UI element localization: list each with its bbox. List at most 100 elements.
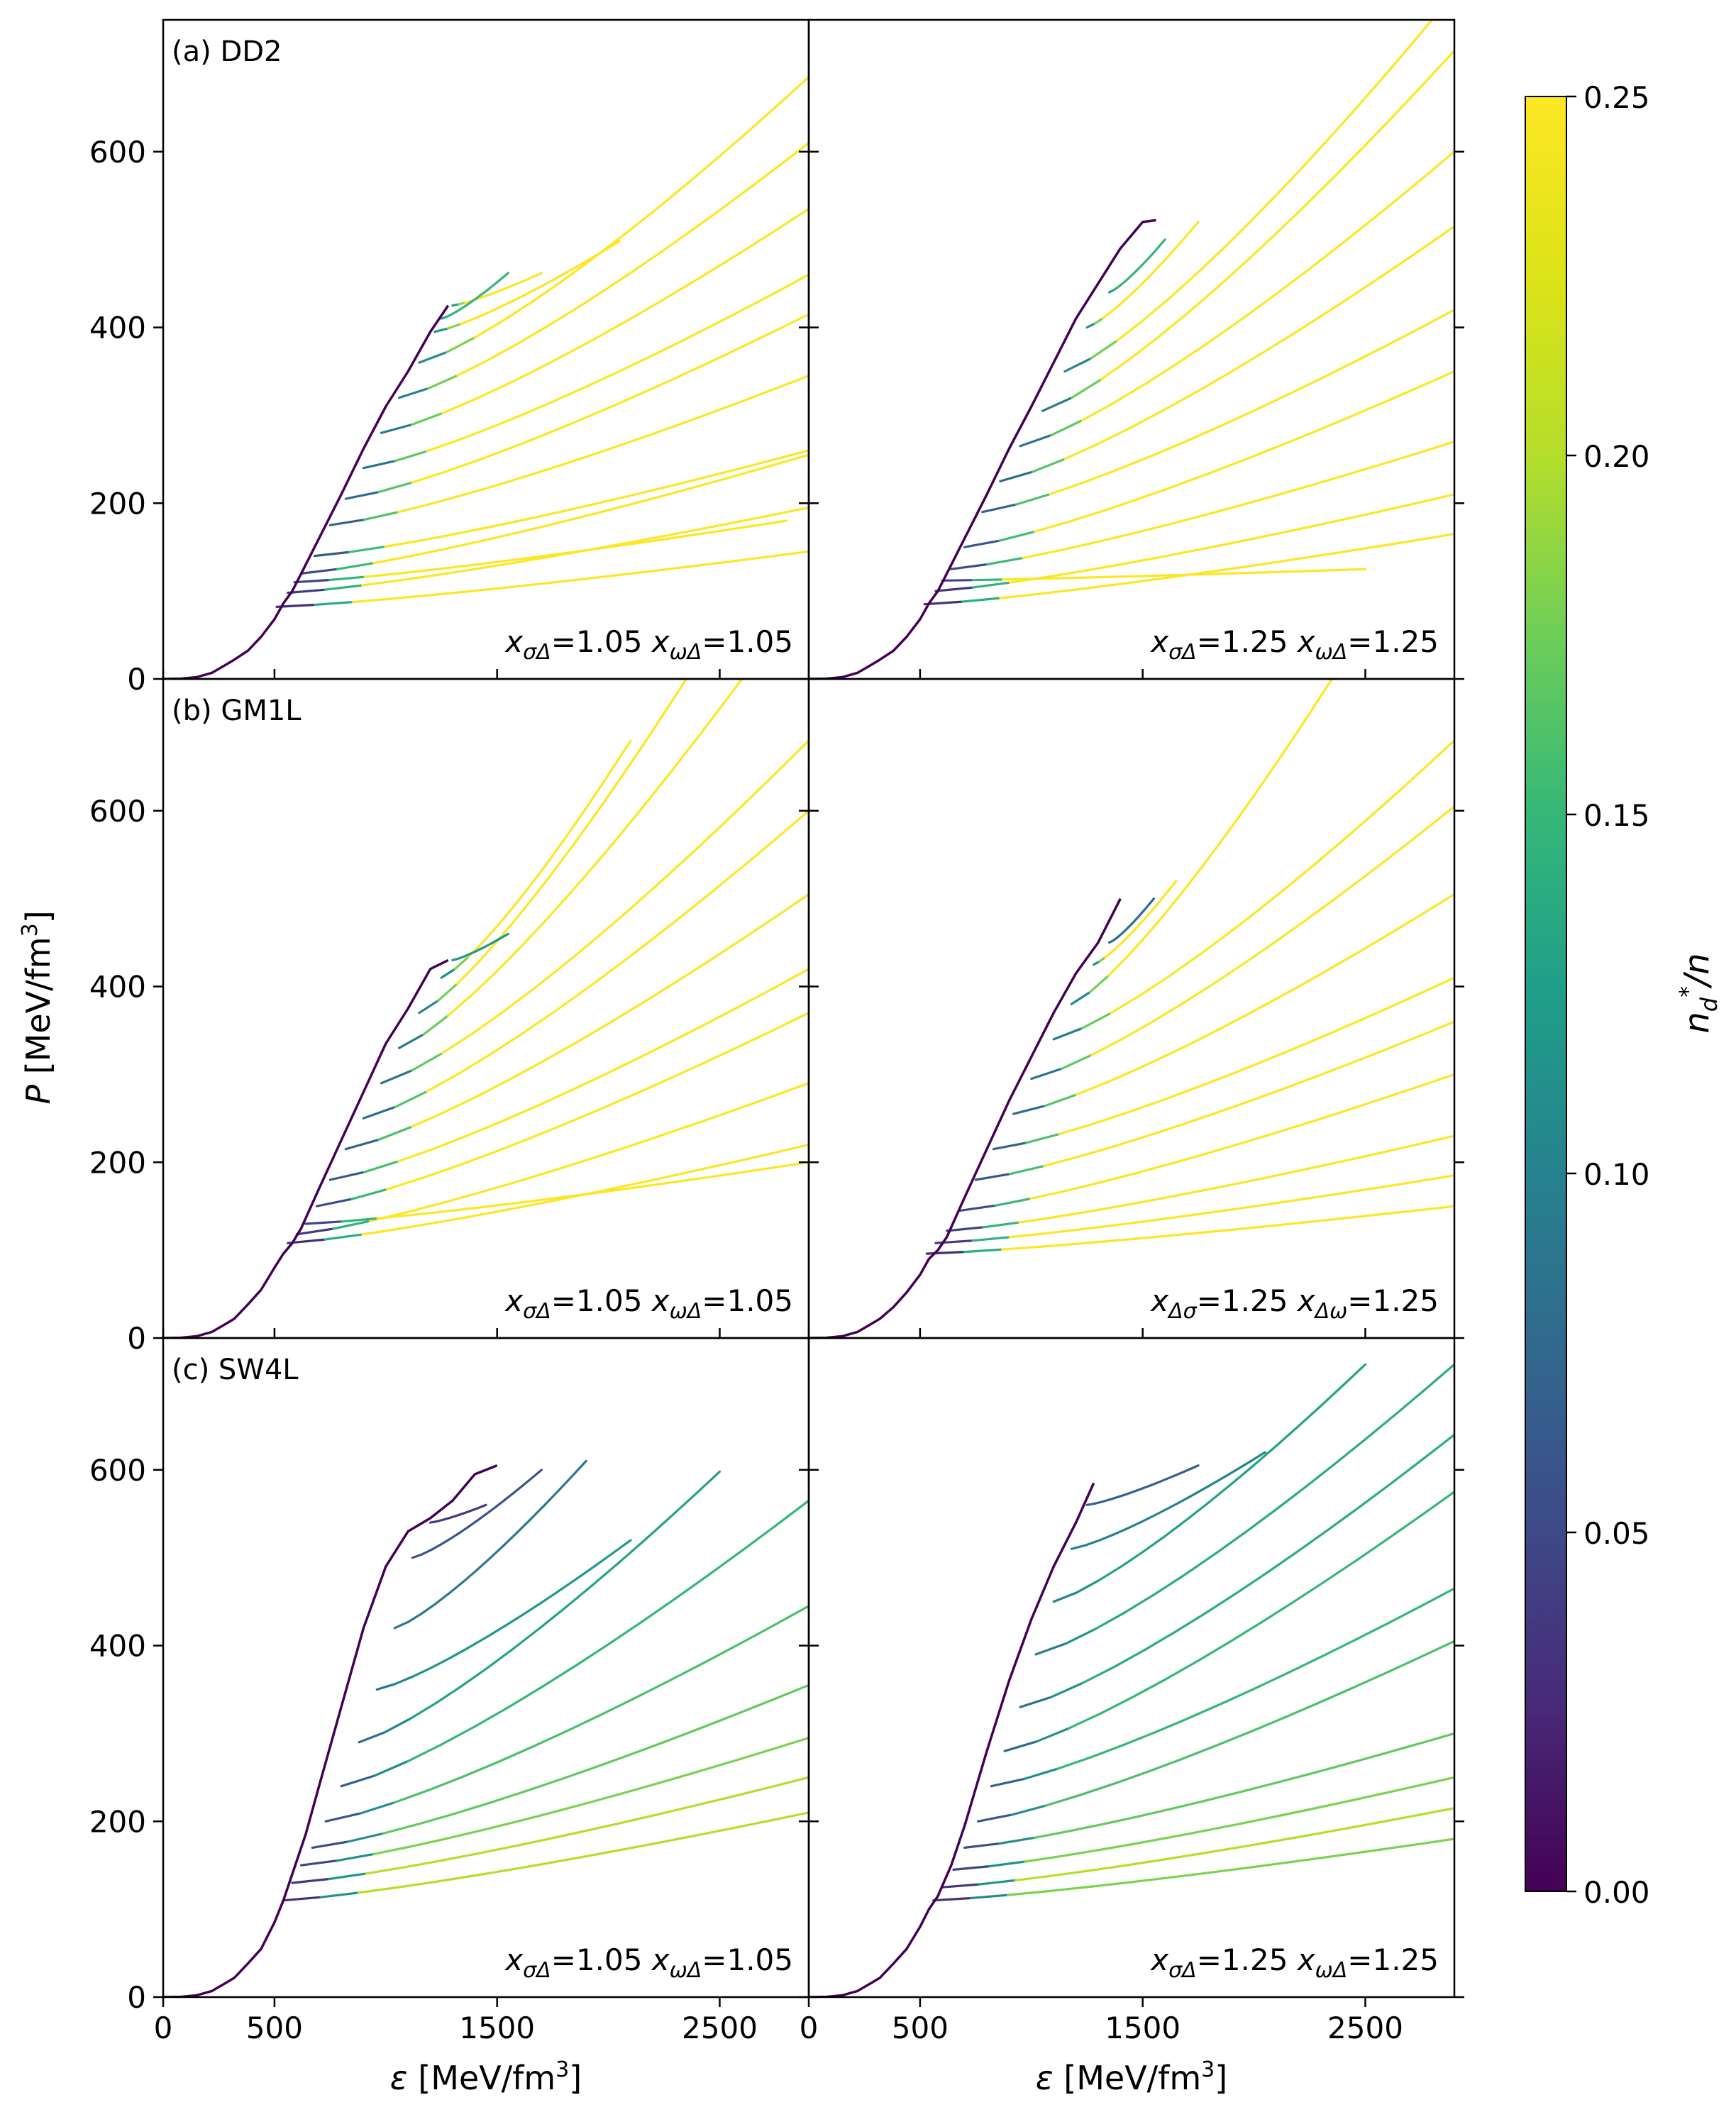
panel-1-1-curves <box>809 679 1454 1338</box>
eos-branch-8-seg-12 <box>558 1474 574 1492</box>
eos-branch-8-seg-12 <box>692 710 719 745</box>
eos-branch-8-seg-11 <box>1363 1414 1396 1442</box>
eos-branch-5-seg-1 <box>1025 1132 1061 1144</box>
eos-branch-3-seg-1 <box>350 1188 389 1200</box>
eos-branch-3-seg-1 <box>336 562 375 570</box>
eos-branch-7-seg-6 <box>1211 963 1244 986</box>
eos-branch-1-seg-1 <box>971 581 1011 589</box>
eos-branch-6-seg-12 <box>1388 1513 1424 1539</box>
eos-branch-0-seg-4 <box>435 1215 475 1224</box>
eos-branch-3-seg-9 <box>630 1740 668 1756</box>
eos-branch-6-seg-10 <box>615 1541 644 1566</box>
eos-branch-1-seg-12 <box>1378 502 1419 513</box>
eos-branch-3-seg-6 <box>1166 514 1205 526</box>
eos-branch-8-seg-4 <box>502 370 536 387</box>
eos-branch-9-seg-9 <box>661 229 693 253</box>
eos-branch-7-seg-2 <box>1080 1666 1115 1685</box>
eos-branch-7-seg-3 <box>1112 383 1146 404</box>
eos-branch-8-seg-9 <box>618 804 646 837</box>
eos-branch-2-seg-9 <box>628 1182 667 1190</box>
eos-branch-7-seg-8 <box>1267 1549 1301 1574</box>
eos-branch-1-seg-10 <box>658 529 699 538</box>
eos-branch-6-seg-2 <box>1075 1080 1110 1096</box>
eos-branch-0-seg-0 <box>925 1250 966 1255</box>
panel-0-0-frame <box>162 18 810 680</box>
panel-2-1-frame <box>807 1337 1456 1999</box>
eos-branch-5-seg-7 <box>576 1021 612 1044</box>
eos-branch-4-seg-3 <box>428 1775 465 1791</box>
eos-branch-2-seg-1 <box>340 1217 379 1223</box>
eos-branch-10-seg-13 <box>1189 221 1200 233</box>
eos-branch-1-seg-8 <box>1231 534 1271 545</box>
x-axis-title-right: ε [MeV/fm3] <box>1036 2057 1227 2097</box>
eos-branch-4-seg-6 <box>1179 1112 1217 1127</box>
eos-branch-11-seg-7 <box>1141 1484 1152 1490</box>
eos-branch-10-seg-13 <box>1168 880 1178 890</box>
eos-branch-6-seg-4 <box>477 446 513 462</box>
eos-branch-10-seg-7 <box>1134 922 1142 931</box>
eos-branch-5-seg-9 <box>636 426 673 441</box>
eos-branch-9-seg-7 <box>602 270 635 292</box>
eos-branch-6-seg-9 <box>1292 1579 1327 1603</box>
eos-branch-3-seg-13 <box>1417 1073 1454 1088</box>
eos-branch-0-seg-12 <box>732 1819 773 1830</box>
eos-branch-1-seg-11 <box>696 521 736 531</box>
eos-branch-9-seg-10 <box>1275 1425 1300 1447</box>
eos-branch-9-seg-7 <box>1208 1482 1233 1503</box>
eos-branch-2-seg-5 <box>469 560 507 567</box>
eos-branch-8-seg-5 <box>533 354 566 372</box>
eos-branch-0-seg-2 <box>999 592 1039 599</box>
eos-branch-7-seg-3 <box>430 1657 451 1669</box>
eos-branch-4-seg-12 <box>1384 1034 1422 1051</box>
x-axis-unit-right: [MeV/fm <box>1054 2059 1202 2097</box>
colorbar-tick-label: 0.00 <box>1583 1875 1650 1910</box>
eos-branch-5-seg-12 <box>1386 326 1422 347</box>
eos-branch-5-seg-10 <box>670 413 708 429</box>
eos-branch-9-seg-3 <box>1142 297 1171 321</box>
eos-branch-8-seg-13 <box>1423 49 1454 84</box>
eos-branch-8-seg-1 <box>1080 1012 1112 1029</box>
eos-branch-4-seg-8 <box>602 1057 639 1076</box>
eos-branch-8-seg-3 <box>471 385 505 402</box>
eos-branch-4-seg-0 <box>324 1812 362 1823</box>
eos-branch-9-seg-12 <box>521 1476 534 1487</box>
eos-branch-5-seg-6 <box>543 1041 579 1062</box>
eos-branch-3-seg-2 <box>1029 1189 1068 1200</box>
eos-base-curve <box>809 219 1156 679</box>
eos-branch-9-seg-13 <box>1404 20 1434 52</box>
eos-branch-4-seg-3 <box>431 1134 468 1151</box>
eos-branch-1-seg-7 <box>1193 541 1234 552</box>
eos-branch-5-seg-1 <box>363 511 400 521</box>
eos-branch-11-seg-0 <box>1085 1502 1097 1506</box>
eos-branch-6-seg-2 <box>1068 1712 1102 1730</box>
eos-branch-12-seg-11 <box>521 277 531 283</box>
colorbar-tick-label: 0.25 <box>1583 80 1650 115</box>
eos-branch-8-seg-8 <box>1281 866 1312 892</box>
eos-branch-5-seg-11 <box>707 1549 743 1576</box>
x-tick-label: 2500 <box>1327 2011 1403 2045</box>
colorbar-title: nd*/n <box>1674 953 1723 1033</box>
eos-branch-4-seg-5 <box>497 1745 534 1764</box>
eos-branch-6-seg-10 <box>680 889 715 918</box>
eos-branch-4-seg-5 <box>1138 485 1176 500</box>
eos-branch-4-seg-6 <box>533 1090 571 1108</box>
eos-branch-7-seg-1 <box>394 1675 414 1686</box>
eos-branch-10-seg-3 <box>480 927 497 945</box>
colorbar-title-sub: d <box>1696 997 1723 1012</box>
eos-branch-10-seg-5 <box>1125 289 1137 300</box>
eos-branch-4-seg-4 <box>1111 1134 1148 1149</box>
eos-branch-8-seg-13 <box>777 207 809 230</box>
eos-branch-7-seg-7 <box>594 912 627 941</box>
eos-branch-1-seg-6 <box>1160 1852 1200 1862</box>
eos-branch-6-seg-13 <box>1421 892 1454 915</box>
eos-branch-8-seg-6 <box>1224 912 1256 937</box>
eos-branch-2-seg-10 <box>663 1177 702 1185</box>
eos-branch-7-seg-5 <box>1173 1611 1207 1633</box>
eos-branch-1-seg-6 <box>512 1837 552 1847</box>
eos-branch-12-seg-7 <box>496 288 505 293</box>
eos-branch-10-seg-1 <box>1093 316 1105 325</box>
eos-branch-4-seg-7 <box>560 502 599 513</box>
eos-branch-7-seg-8 <box>624 885 658 914</box>
eos-branch-9-seg-6 <box>1221 222 1250 251</box>
eos-branch-4-seg-0 <box>963 539 1001 548</box>
